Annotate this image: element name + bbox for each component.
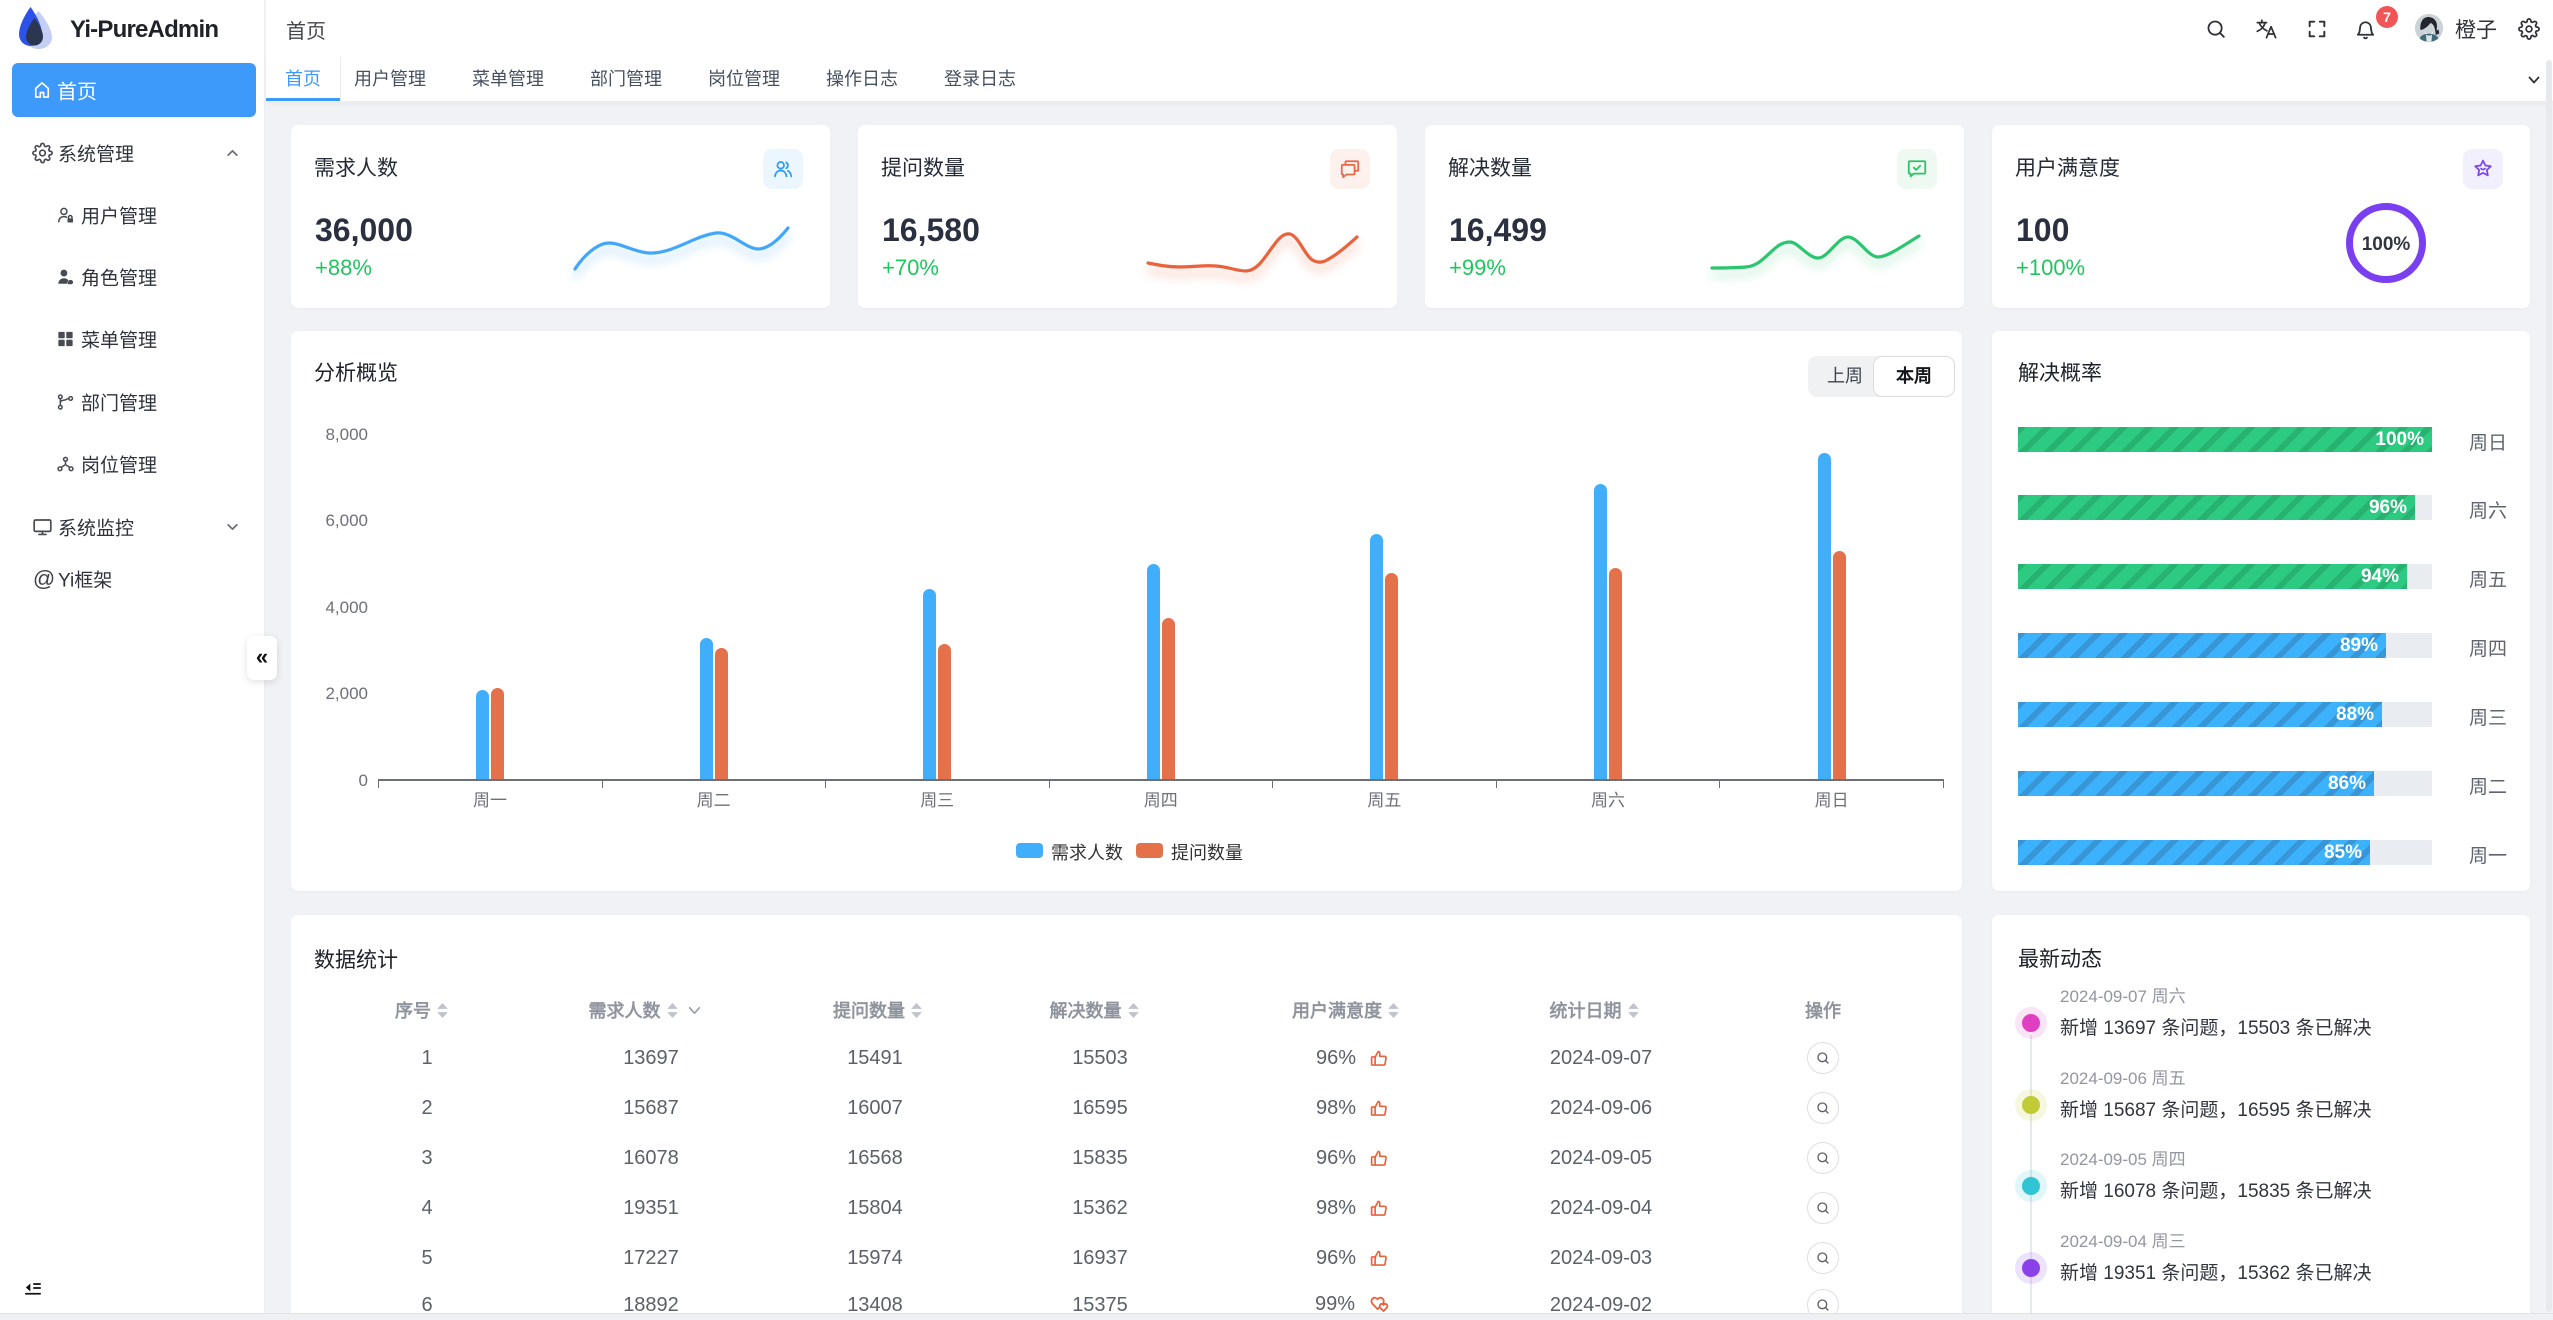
svg-text:100%: 100% bbox=[2362, 234, 2411, 255]
